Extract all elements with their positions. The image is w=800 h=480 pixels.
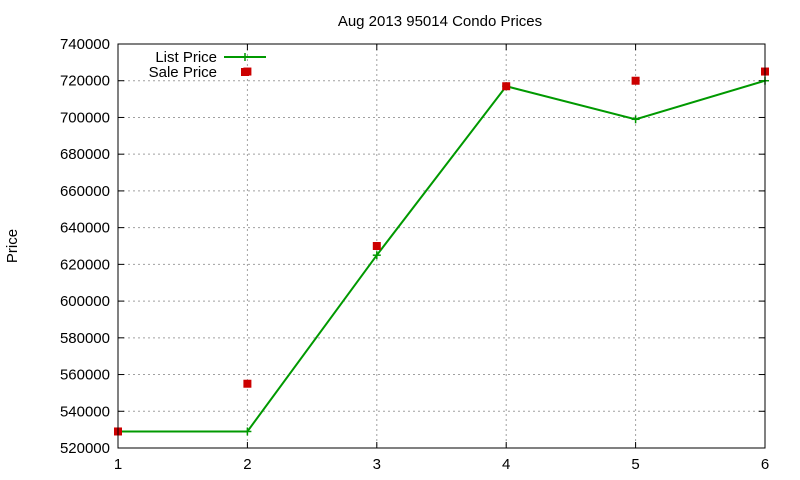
list-price-line <box>118 79 766 433</box>
y-tick-label: 540000 <box>60 403 110 420</box>
x-tick-label: 4 <box>502 456 510 473</box>
y-tick-label: 600000 <box>60 293 110 310</box>
y-tick-label: 720000 <box>60 73 110 90</box>
list-price-point <box>243 427 252 436</box>
list-price-point <box>631 115 640 124</box>
y-tick-label: 700000 <box>60 109 110 126</box>
chart-title: Aug 2013 95014 Condo Prices <box>338 13 542 30</box>
x-tick-label: 6 <box>761 456 769 473</box>
x-tick-label: 3 <box>373 456 381 473</box>
y-tick-label: 580000 <box>60 330 110 347</box>
grid-layer <box>118 44 765 448</box>
y-tick-label: 660000 <box>60 183 110 200</box>
sale-price-point <box>372 242 381 250</box>
series-layer <box>114 67 769 436</box>
y-tick-label: 520000 <box>60 440 110 457</box>
sale-price-point <box>502 82 511 91</box>
y-tick-label: 740000 <box>60 36 110 53</box>
sale-price-point <box>631 76 640 85</box>
plot-frame <box>117 43 766 449</box>
y-tick-label: 680000 <box>60 146 110 163</box>
x-tick-label: 5 <box>631 456 639 473</box>
legend-label-sale-price: Sale Price <box>149 64 217 81</box>
y-tick-label: 560000 <box>60 367 110 384</box>
y-axis-label: Price <box>4 229 21 263</box>
ticks-layer: 1 2 3 4 5 6 520000 540000 560000 580000 600000 6200… <box>60 36 769 473</box>
legend-label-list-price: List Price <box>155 49 217 66</box>
legend-marker-list-price <box>241 53 249 61</box>
sale-price-point <box>243 379 252 388</box>
x-tick-label: 1 <box>114 456 122 473</box>
list-price-point <box>372 251 381 260</box>
legend-marker-sale-price <box>241 68 249 76</box>
y-tick-label: 640000 <box>60 220 110 237</box>
y-tick-label: 620000 <box>60 256 110 273</box>
x-tick-label: 2 <box>243 456 251 473</box>
